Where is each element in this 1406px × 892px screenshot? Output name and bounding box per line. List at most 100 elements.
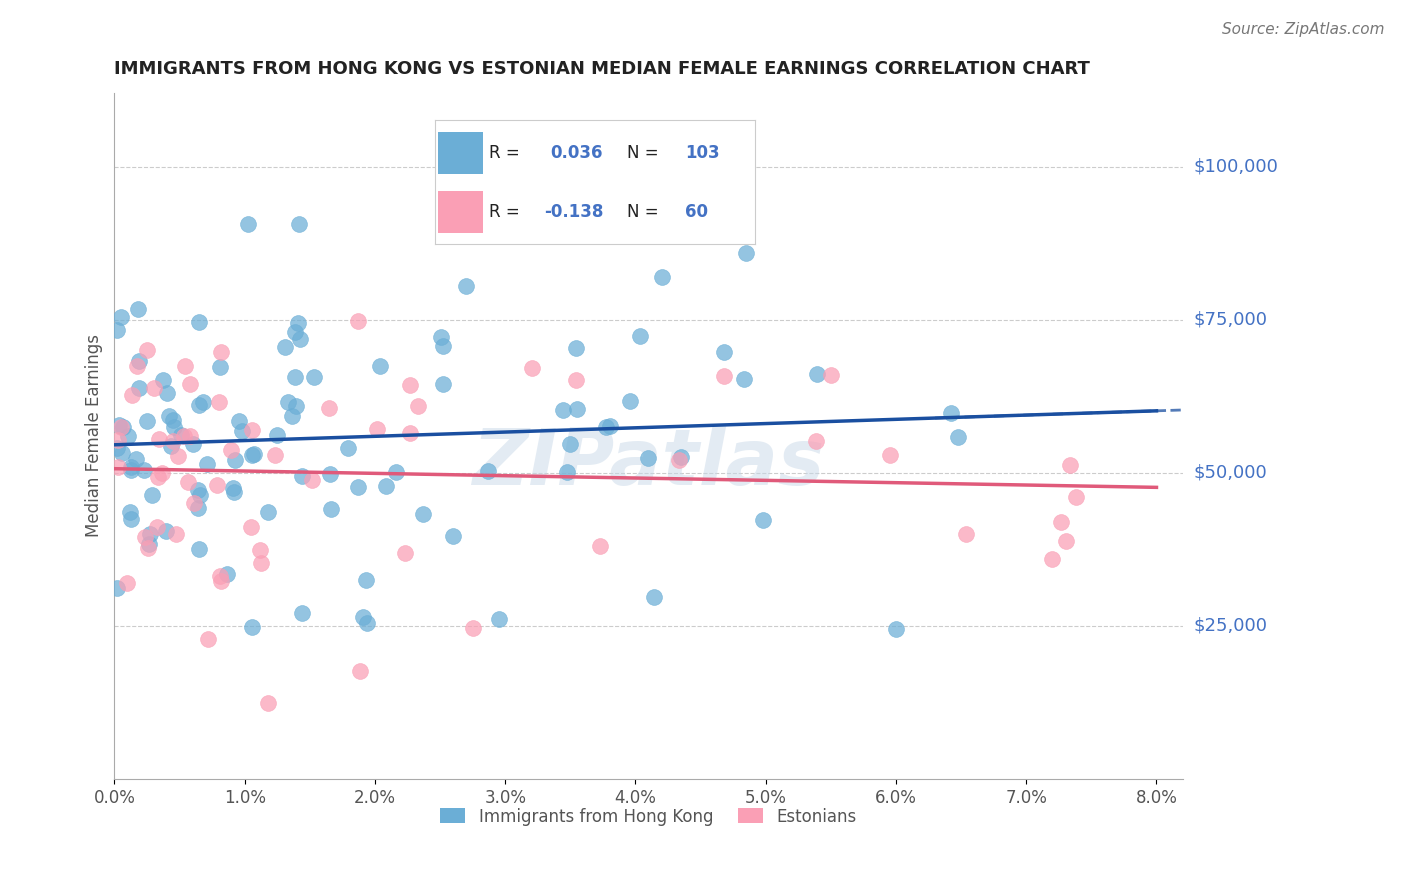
Point xyxy=(179,376,201,391)
Point xyxy=(301,473,323,487)
Point xyxy=(353,610,375,624)
Point xyxy=(520,360,543,375)
Point xyxy=(628,328,651,343)
Point xyxy=(170,427,193,442)
Point xyxy=(224,485,246,500)
Point xyxy=(179,429,201,443)
Point xyxy=(236,217,259,231)
Point xyxy=(263,448,285,462)
Point xyxy=(163,419,186,434)
Point xyxy=(117,429,139,443)
Point xyxy=(555,465,578,479)
Text: $50,000: $50,000 xyxy=(1194,464,1267,482)
Point xyxy=(470,206,492,220)
Point xyxy=(118,505,141,519)
Point xyxy=(287,316,309,330)
Point xyxy=(219,442,242,457)
Point xyxy=(430,330,453,344)
Point xyxy=(354,574,377,588)
Point xyxy=(619,394,641,409)
Point xyxy=(879,448,901,462)
Point xyxy=(302,369,325,384)
Point xyxy=(188,398,211,412)
Text: IMMIGRANTS FROM HONG KONG VS ESTONIAN MEDIAN FEMALE EARNINGS CORRELATION CHART: IMMIGRANTS FROM HONG KONG VS ESTONIAN ME… xyxy=(114,60,1090,78)
Point xyxy=(1059,458,1081,472)
Y-axis label: Median Female Earnings: Median Female Earnings xyxy=(86,334,103,538)
Point xyxy=(240,620,263,634)
Point xyxy=(107,433,129,447)
Point xyxy=(733,372,755,386)
Point xyxy=(209,359,232,374)
Point xyxy=(551,402,574,417)
Point xyxy=(105,581,128,595)
Text: $25,000: $25,000 xyxy=(1194,617,1268,635)
Point xyxy=(165,527,187,541)
Point xyxy=(105,323,128,337)
Point xyxy=(291,606,314,620)
Point xyxy=(346,480,368,494)
Point xyxy=(217,567,239,582)
Point xyxy=(284,326,307,340)
Point xyxy=(125,359,148,374)
Point xyxy=(157,409,180,424)
Point xyxy=(266,428,288,442)
Point xyxy=(120,463,142,477)
Point xyxy=(242,448,264,462)
Point xyxy=(107,459,129,474)
Point xyxy=(188,488,211,502)
Point xyxy=(156,385,179,400)
Point xyxy=(209,345,232,359)
Point xyxy=(125,451,148,466)
Point xyxy=(209,574,232,589)
Point xyxy=(159,438,181,452)
Point xyxy=(228,414,250,428)
Point xyxy=(187,541,209,556)
Point xyxy=(599,418,621,433)
Point xyxy=(394,547,416,561)
Point xyxy=(195,457,218,471)
Point xyxy=(752,513,775,527)
Point xyxy=(820,368,842,383)
Point xyxy=(187,315,209,329)
Point xyxy=(366,422,388,436)
Point xyxy=(173,429,195,443)
Point xyxy=(134,529,156,543)
Point xyxy=(136,343,159,358)
Point xyxy=(336,441,359,455)
Text: $75,000: $75,000 xyxy=(1194,310,1268,328)
Point xyxy=(148,432,170,446)
Point xyxy=(1054,534,1077,549)
Legend: Immigrants from Hong Kong, Estonians: Immigrants from Hong Kong, Estonians xyxy=(433,801,863,832)
Point xyxy=(250,556,273,570)
Point xyxy=(222,481,245,495)
Point xyxy=(120,512,142,526)
Point xyxy=(183,437,205,451)
Point xyxy=(150,467,173,481)
Point xyxy=(120,459,142,474)
Point xyxy=(399,378,422,392)
Point xyxy=(477,464,499,478)
Point xyxy=(432,377,454,392)
Point xyxy=(287,217,309,231)
Point xyxy=(242,423,264,437)
Text: ZIPatlas: ZIPatlas xyxy=(472,425,824,501)
Point xyxy=(174,359,197,374)
Point xyxy=(319,467,342,482)
Point xyxy=(256,506,278,520)
Point xyxy=(281,409,304,424)
Point xyxy=(398,425,420,440)
Point xyxy=(208,395,231,409)
Point xyxy=(713,344,735,359)
Point xyxy=(955,527,977,541)
Point xyxy=(110,310,132,325)
Point xyxy=(242,447,264,461)
Point xyxy=(208,569,231,583)
Point xyxy=(197,632,219,646)
Point xyxy=(284,370,307,384)
Point xyxy=(183,495,205,509)
Point xyxy=(121,388,143,402)
Point xyxy=(406,399,429,413)
Point xyxy=(167,450,190,464)
Point xyxy=(651,269,673,284)
Point xyxy=(941,405,963,419)
